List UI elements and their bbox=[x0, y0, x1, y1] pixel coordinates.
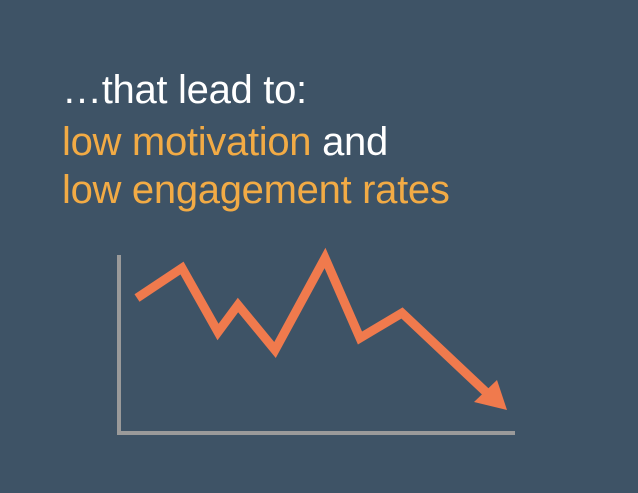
icon-line bbox=[134, 247, 492, 398]
line-one: low motivation and bbox=[62, 118, 388, 166]
intro-text: …that lead to: bbox=[62, 68, 307, 112]
line-two: low engagement rates bbox=[62, 168, 450, 212]
highlight-text: low motivation bbox=[62, 120, 312, 164]
icon-axes bbox=[117, 255, 515, 435]
icon-arrowhead bbox=[474, 380, 507, 410]
connector-text: and bbox=[322, 120, 388, 164]
